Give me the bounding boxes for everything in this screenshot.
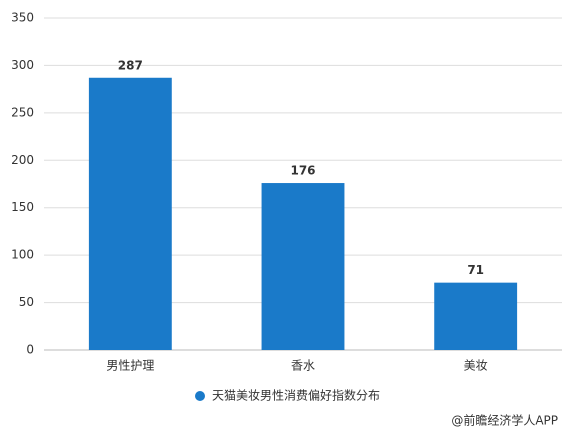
legend-label: 天猫美妆男性消费偏好指数分布 xyxy=(212,388,380,403)
y-tick-label: 200 xyxy=(11,153,34,167)
data-label: 71 xyxy=(467,263,484,277)
data-label: 287 xyxy=(118,58,143,72)
y-tick-label: 0 xyxy=(26,343,34,357)
y-tick-label: 250 xyxy=(11,105,34,119)
x-tick-label: 香水 xyxy=(291,359,315,373)
x-tick-label: 男性护理 xyxy=(106,359,154,373)
y-tick-label: 350 xyxy=(11,11,34,25)
bar xyxy=(434,282,518,350)
legend-marker xyxy=(195,391,205,401)
data-label: 176 xyxy=(290,164,315,178)
source: @前瞻经济学人APP xyxy=(451,413,558,428)
y-tick-label: 300 xyxy=(11,58,34,72)
x-tick-label: 美妆 xyxy=(464,359,488,373)
bar xyxy=(261,183,345,350)
y-tick-label: 100 xyxy=(11,248,34,262)
y-tick-label: 50 xyxy=(19,295,34,309)
bar xyxy=(88,77,172,350)
y-tick-label: 150 xyxy=(11,200,34,214)
